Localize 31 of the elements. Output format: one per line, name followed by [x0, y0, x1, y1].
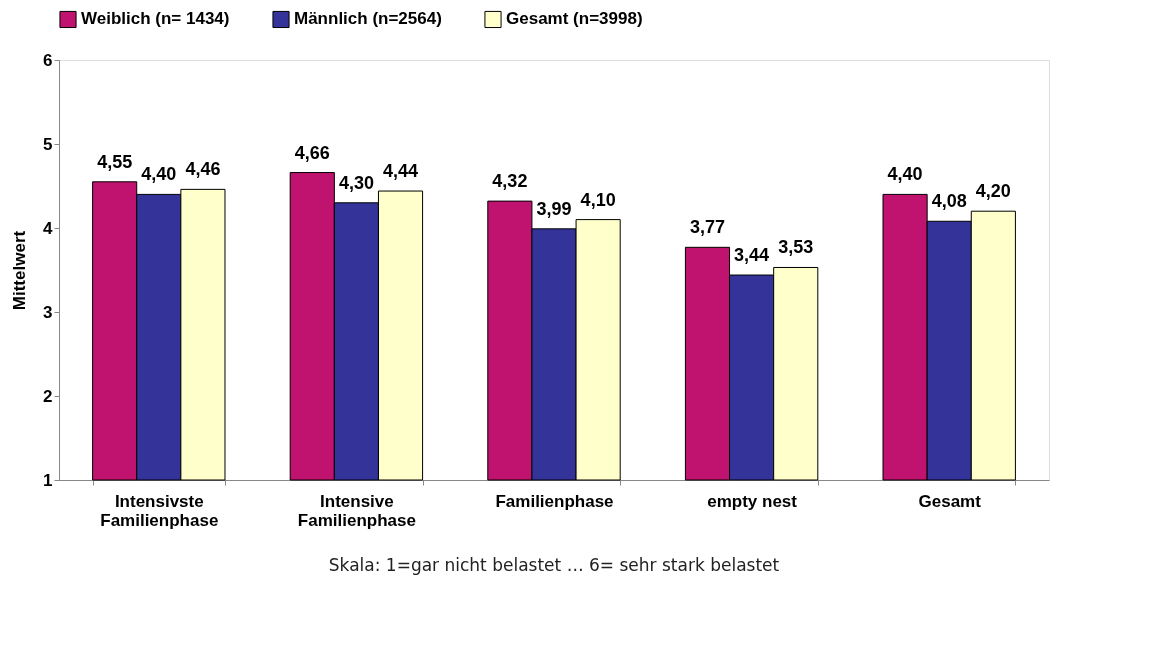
data-label: 4,32: [492, 171, 528, 192]
data-label: 4,40: [141, 164, 177, 185]
legend-label: Männlich (n=2564): [294, 9, 442, 29]
data-label: 3,53: [778, 237, 814, 258]
y-tick-label: 5: [43, 134, 53, 154]
y-tick-label: 4: [43, 218, 54, 238]
x-tick-label: empty nest: [707, 491, 798, 511]
data-label: 4,30: [338, 172, 374, 193]
data-label: 4,55: [97, 151, 133, 172]
x-tick-label: Intensivste Familienphase: [100, 491, 219, 530]
data-label: 4,66: [294, 142, 330, 163]
x-tick-label: Familienphase: [495, 491, 614, 511]
x-tick-label: Gesamt: [918, 491, 982, 511]
data-label: 4,20: [975, 181, 1011, 202]
y-axis-title: Mittelwert: [10, 230, 30, 311]
data-label: 3,44: [734, 245, 770, 266]
data-label: 3,99: [536, 198, 572, 219]
data-label: 4,46: [185, 159, 221, 180]
legend-label: Weiblich (n= 1434): [81, 9, 230, 29]
data-label: 4,10: [580, 189, 616, 210]
y-tick-label: 6: [43, 50, 53, 70]
y-tick-label: 1: [43, 470, 53, 490]
x-tick-label: Intensive Familienphase: [297, 491, 416, 530]
data-label: 4,08: [931, 191, 967, 212]
y-tick-label: 3: [43, 302, 53, 322]
y-tick-label: 2: [43, 386, 53, 406]
data-label: 4,44: [383, 161, 419, 182]
data-label: 3,77: [689, 217, 725, 238]
text: Skala: 1=gar nicht belastet … 6= sehr stark belastet: [328, 555, 780, 575]
legend-label: Gesamt (n=3998): [506, 9, 643, 29]
data-label: 4,40: [887, 164, 923, 185]
